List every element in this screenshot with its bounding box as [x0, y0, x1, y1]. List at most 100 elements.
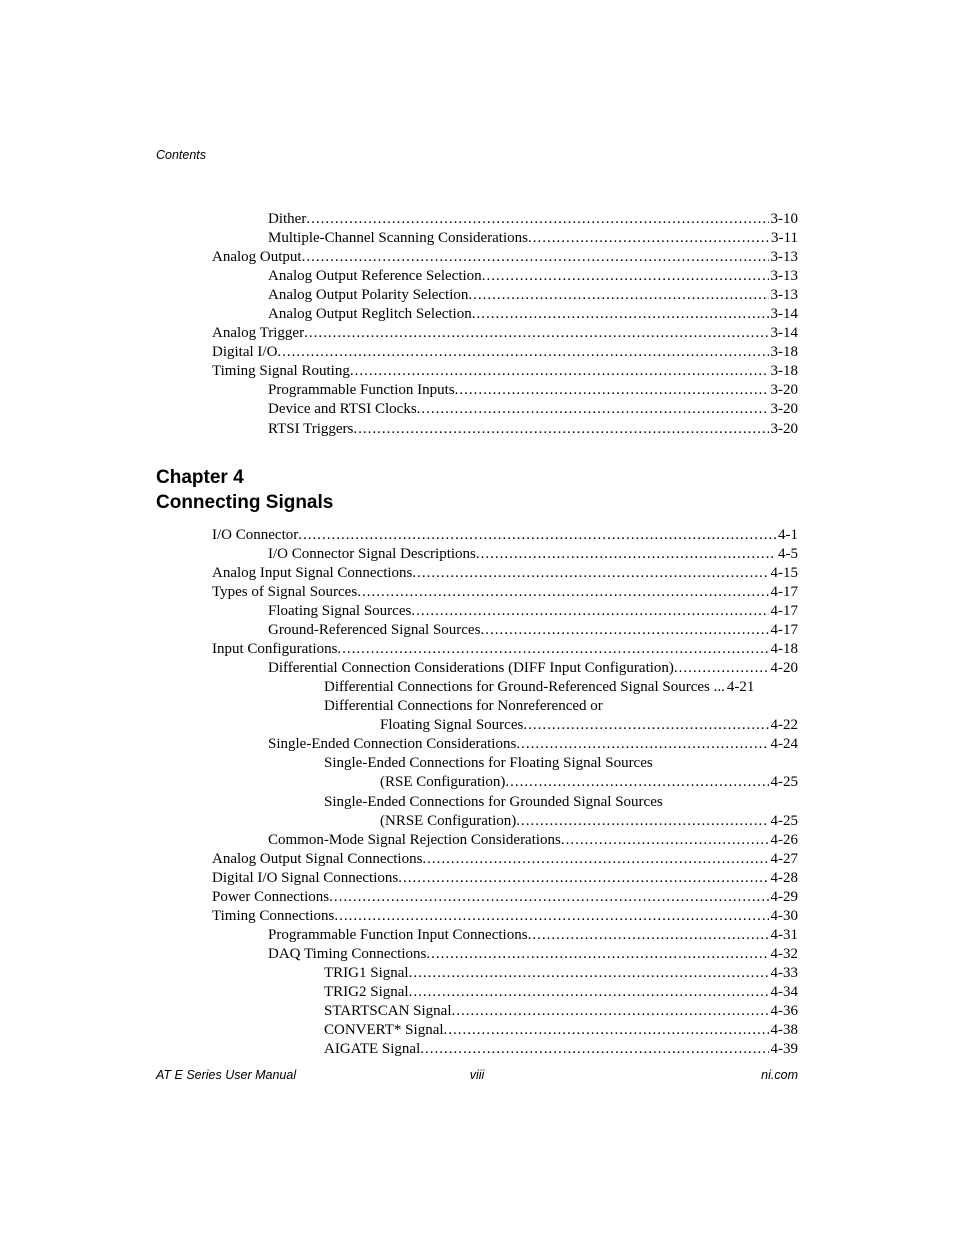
toc-leader: [561, 831, 769, 850]
toc-leader: [426, 945, 768, 964]
toc-entry-page: 4-34: [769, 983, 799, 1002]
toc-entry-page: 4-24: [769, 735, 799, 754]
toc-entry: Floating Signal Sources 4-22: [156, 716, 798, 735]
toc-entry: AIGATE Signal 4-39: [156, 1040, 798, 1059]
toc-entry-page: 3-13: [769, 267, 799, 286]
toc-entry-label: I/O Connector: [212, 526, 298, 545]
toc-entry-page: 4-31: [769, 926, 799, 945]
toc-leader: [480, 621, 768, 640]
toc-entry: Single-Ended Connections for Floating Si…: [156, 754, 798, 773]
toc-entry-label: Digital I/O: [212, 343, 277, 362]
toc-entry-label: Analog Output: [212, 248, 302, 267]
toc-entry-label: Multiple-Channel Scanning Considerations: [268, 229, 528, 248]
toc-entry-label: Analog Output Polarity Selection: [268, 286, 468, 305]
toc-entry-label: Ground-Referenced Signal Sources: [268, 621, 480, 640]
toc-leader: [472, 305, 769, 324]
toc-entry-label: Differential Connection Considerations (…: [268, 659, 674, 678]
running-head: Contents: [156, 148, 798, 162]
toc-entry-page: 4-29: [769, 888, 799, 907]
toc-leader: [528, 926, 769, 945]
toc-entry: Analog Input Signal Connections 4-15: [156, 564, 798, 583]
toc-entry-label: Differential Connections for Ground-Refe…: [324, 678, 725, 697]
toc-entry-page: 3-14: [769, 324, 799, 343]
toc-entry-page: 4-1: [776, 526, 798, 545]
toc-block: I/O Connector 4-1I/O Connector Signal De…: [156, 526, 798, 1059]
toc-leader: [409, 983, 769, 1002]
chapter-number: Chapter 4: [156, 465, 798, 491]
toc-entry-label: Analog Input Signal Connections: [212, 564, 412, 583]
toc-leader: [411, 602, 768, 621]
toc-leader: [353, 420, 768, 439]
toc-entry: (RSE Configuration) 4-25: [156, 773, 798, 792]
page-body: Contents Dither 3-10Multiple-Channel Sca…: [156, 148, 798, 1059]
toc-entry-label: AIGATE Signal: [324, 1040, 420, 1059]
toc-entry-page: 4-25: [769, 773, 799, 792]
toc-entry-label: Input Configurations: [212, 640, 337, 659]
toc-leader: [302, 248, 769, 267]
toc-leader: [398, 869, 768, 888]
toc-entry-page: 4-25: [769, 812, 799, 831]
toc-entry: Floating Signal Sources 4-17: [156, 602, 798, 621]
toc-leader: [674, 659, 769, 678]
toc-entry-page: 3-18: [769, 362, 799, 381]
toc-entry-page: 4-18: [769, 640, 799, 659]
toc-entry: Programmable Function Inputs 3-20: [156, 381, 798, 400]
toc-entry-page: 3-13: [769, 286, 799, 305]
toc-entry: TRIG1 Signal 4-33: [156, 964, 798, 983]
toc-entry: Differential Connections for Nonreferenc…: [156, 697, 798, 716]
toc-leader: [468, 286, 768, 305]
toc-entry: STARTSCAN Signal 4-36: [156, 1002, 798, 1021]
toc-entry-page: 4-17: [769, 602, 799, 621]
toc-entry-page: 4-5: [776, 545, 798, 564]
toc-entry-label: STARTSCAN Signal: [324, 1002, 452, 1021]
toc-leader: [482, 267, 769, 286]
toc-entry-label: Digital I/O Signal Connections: [212, 869, 398, 888]
toc-entry: Input Configurations 4-18: [156, 640, 798, 659]
toc-entry-page: 3-18: [769, 343, 799, 362]
toc-entry-label: Single-Ended Connections for Floating Si…: [324, 754, 653, 773]
toc-leader: [306, 210, 768, 229]
toc-entry-page: 4-30: [769, 907, 799, 926]
toc-entry-page: 4-15: [769, 564, 799, 583]
toc-entry-label: Timing Connections: [212, 907, 334, 926]
toc-leader: [516, 735, 768, 754]
toc-entry-page: 3-11: [769, 229, 798, 248]
toc-entry: Ground-Referenced Signal Sources 4-17: [156, 621, 798, 640]
toc-entry-label: Common-Mode Signal Rejection Considerati…: [268, 831, 561, 850]
toc-entry: Dither 3-10: [156, 210, 798, 229]
toc-leader: [476, 545, 776, 564]
toc-entry: I/O Connector Signal Descriptions 4-5: [156, 545, 798, 564]
toc-entry-label: Single-Ended Connections for Grounded Si…: [324, 793, 663, 812]
toc-leader: [516, 812, 768, 831]
toc-leader: [452, 1002, 769, 1021]
toc-entry-label: Floating Signal Sources: [380, 716, 523, 735]
toc-leader: [350, 362, 769, 381]
toc-entry: Single-Ended Connections for Grounded Si…: [156, 793, 798, 812]
toc-leader: [417, 400, 769, 419]
toc-entry-page: 4-17: [769, 621, 799, 640]
toc-entry-label: Power Connections: [212, 888, 329, 907]
toc-entry-page: 3-20: [769, 400, 799, 419]
toc-entry-label: Programmable Function Input Connections: [268, 926, 528, 945]
toc-entry-label: TRIG1 Signal: [324, 964, 409, 983]
toc-entry-label: RTSI Triggers: [268, 420, 353, 439]
toc-leader: [528, 229, 769, 248]
toc-entry: Analog Output 3-13: [156, 248, 798, 267]
toc-entry-page: 4-27: [769, 850, 799, 869]
toc-entry: RTSI Triggers 3-20: [156, 420, 798, 439]
toc-leader: [298, 526, 776, 545]
toc-leader: [523, 716, 768, 735]
toc-entry: Programmable Function Input Connections …: [156, 926, 798, 945]
toc-entry: TRIG2 Signal 4-34: [156, 983, 798, 1002]
toc-entry-label: Analog Output Reference Selection: [268, 267, 482, 286]
toc-leader: [334, 907, 768, 926]
toc-entry-label: Differential Connections for Nonreferenc…: [324, 697, 603, 716]
toc-entry-label: (RSE Configuration): [380, 773, 505, 792]
toc-entry-page: 3-20: [769, 420, 799, 439]
toc-entry: Types of Signal Sources 4-17: [156, 583, 798, 602]
toc-entry-label: CONVERT* Signal: [324, 1021, 444, 1040]
toc-leader: [277, 343, 768, 362]
toc-entry: Differential Connection Considerations (…: [156, 659, 798, 678]
toc-leader: [420, 1040, 768, 1059]
toc-entry-page: 4-26: [769, 831, 799, 850]
